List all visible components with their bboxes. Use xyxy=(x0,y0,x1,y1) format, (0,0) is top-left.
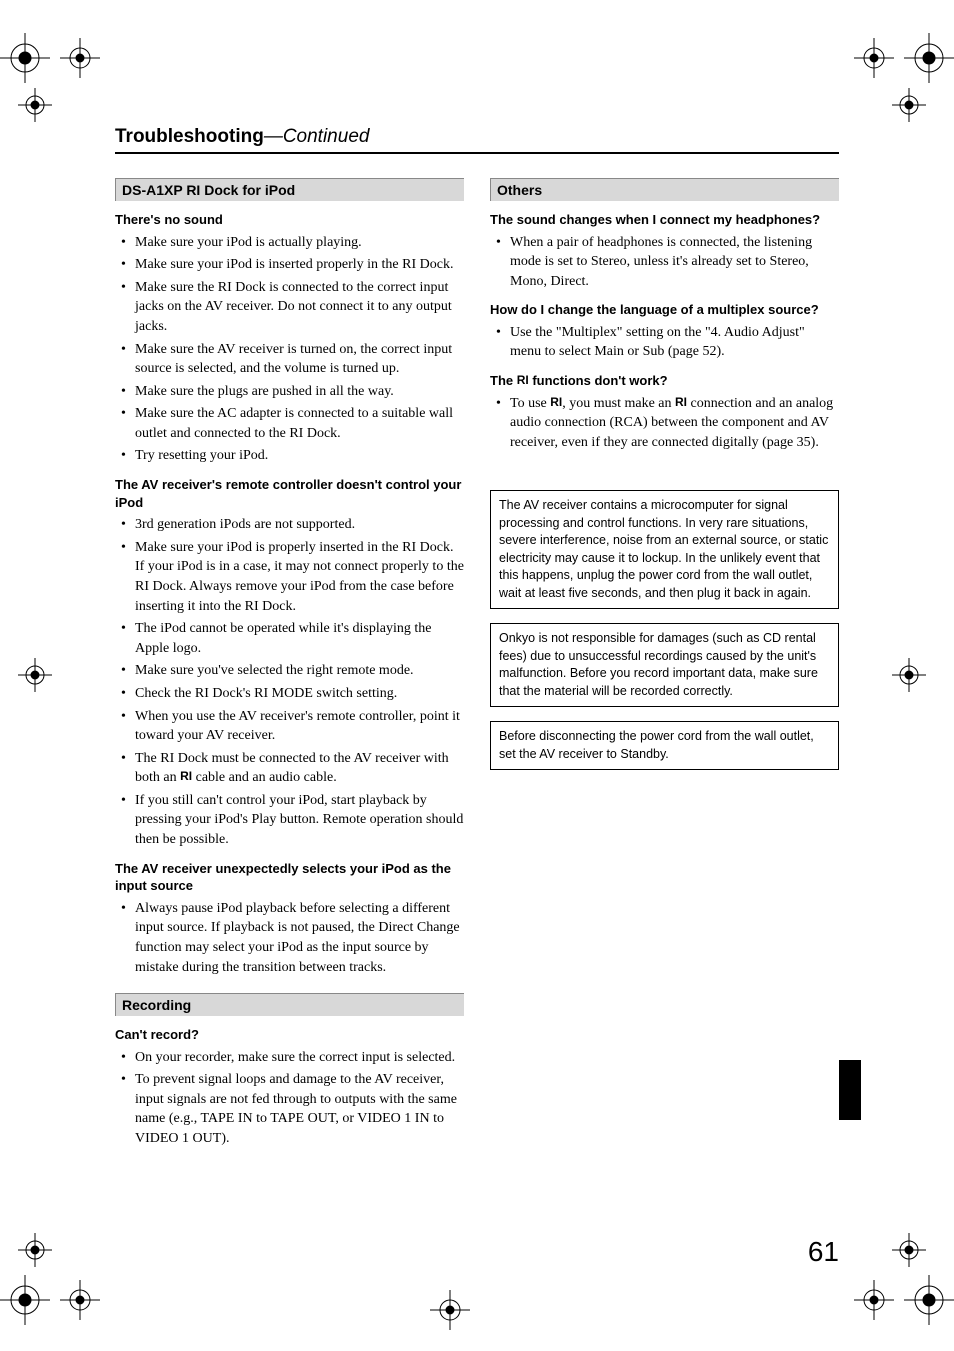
list-item: Make sure you've selected the right remo… xyxy=(115,661,464,681)
ri-icon: RI xyxy=(675,394,687,411)
note-onkyo-liability: Onkyo is not responsible for damages (su… xyxy=(490,623,839,707)
list-remote-no-control: 3rd generation iPods are not supported. … xyxy=(115,515,464,850)
title-main: Troubleshooting xyxy=(115,126,264,147)
subhead-multiplex: How do I change the language of a multip… xyxy=(490,301,839,319)
list-item: When you use the AV receiver's remote co… xyxy=(115,707,464,746)
note-microcomputer: The AV receiver contains a microcomputer… xyxy=(490,490,839,609)
crop-mark-right-lower xyxy=(884,1225,944,1285)
list-item: Make sure the AV receiver is turned on, … xyxy=(115,340,464,379)
list-item: To use RI, you must make an RI connectio… xyxy=(490,394,839,453)
list-item: Try resetting your iPod. xyxy=(115,446,464,466)
left-column: DS-A1XP RI Dock for iPod There's no soun… xyxy=(115,178,464,1153)
columns: DS-A1XP RI Dock for iPod There's no soun… xyxy=(115,178,839,1153)
subhead-ri-functions: The RI functions don't work? xyxy=(490,372,839,390)
list-unexpected-select: Always pause iPod playback before select… xyxy=(115,899,464,977)
subhead-no-sound: There's no sound xyxy=(115,211,464,229)
subhead-remote-no-control: The AV receiver's remote controller does… xyxy=(115,476,464,511)
list-item: The RI Dock must be connected to the AV … xyxy=(115,749,464,788)
crop-mark-bottom-center xyxy=(420,1280,480,1340)
title-continued: —Continued xyxy=(264,126,370,147)
list-item: Use the "Multiplex" setting on the "4. A… xyxy=(490,323,839,362)
list-cant-record: On your recorder, make sure the correct … xyxy=(115,1048,464,1149)
crop-mark-right-upper xyxy=(884,80,944,140)
crop-mark-right-mid xyxy=(884,650,944,710)
subhead-unexpected-select: The AV receiver unexpectedly selects you… xyxy=(115,860,464,895)
ri-icon: RI xyxy=(517,372,529,388)
list-item: If you still can't control your iPod, st… xyxy=(115,791,464,850)
ri-icon: RI xyxy=(550,394,562,411)
list-multiplex: Use the "Multiplex" setting on the "4. A… xyxy=(490,323,839,362)
crop-mark-left-mid xyxy=(10,650,70,710)
crop-mark-left-lower xyxy=(10,1225,70,1285)
list-no-sound: Make sure your iPod is actually playing.… xyxy=(115,233,464,467)
list-item: Make sure the plugs are pushed in all th… xyxy=(115,382,464,402)
crop-mark-bottom-right-outer xyxy=(899,1270,954,1330)
list-item: Check the RI Dock's RI MODE switch setti… xyxy=(115,684,464,704)
subhead-headphones: The sound changes when I connect my head… xyxy=(490,211,839,229)
list-item: On your recorder, make sure the correct … xyxy=(115,1048,464,1068)
list-item: Make sure the AC adapter is connected to… xyxy=(115,404,464,443)
crop-mark-top-right-outer xyxy=(899,28,954,88)
list-item: Make sure your iPod is actually playing. xyxy=(115,233,464,253)
section-others: Others xyxy=(490,178,839,201)
page-number: 61 xyxy=(808,1236,839,1268)
crop-mark-top-left-outer xyxy=(0,28,55,88)
subhead-cant-record: Can't record? xyxy=(115,1026,464,1044)
list-ri-functions: To use RI, you must make an RI connectio… xyxy=(490,394,839,453)
text-fragment: functions don't work? xyxy=(529,373,668,388)
crop-mark-top-right-inner xyxy=(844,28,904,88)
list-headphones: When a pair of headphones is connected, … xyxy=(490,233,839,292)
section-recording: Recording xyxy=(115,993,464,1016)
section-ds-a1xp: DS-A1XP RI Dock for iPod xyxy=(115,178,464,201)
crop-mark-bottom-left-outer xyxy=(0,1270,55,1330)
list-item: The iPod cannot be operated while it's d… xyxy=(115,619,464,658)
page-content: Troubleshooting—Continued DS-A1XP RI Doc… xyxy=(115,126,839,1153)
crop-mark-left-upper xyxy=(10,80,70,140)
text-fragment: The xyxy=(490,373,517,388)
right-column: Others The sound changes when I connect … xyxy=(490,178,839,1153)
list-item: To prevent signal loops and damage to th… xyxy=(115,1070,464,1148)
note-disconnect: Before disconnecting the power cord from… xyxy=(490,721,839,770)
page-title: Troubleshooting—Continued xyxy=(115,126,839,154)
list-item: Always pause iPod playback before select… xyxy=(115,899,464,977)
list-item: 3rd generation iPods are not supported. xyxy=(115,515,464,535)
text-fragment: To use xyxy=(510,396,550,411)
crop-mark-bottom-left-inner xyxy=(50,1270,110,1330)
text-fragment: , you must make an xyxy=(562,396,675,411)
text-fragment: cable and an audio cable. xyxy=(192,770,337,785)
list-item: Make sure your iPod is properly inserted… xyxy=(115,538,464,616)
list-item: Make sure the RI Dock is connected to th… xyxy=(115,278,464,337)
list-item: Make sure your iPod is inserted properly… xyxy=(115,255,464,275)
crop-mark-top-left-inner xyxy=(50,28,110,88)
section-index-tab xyxy=(839,1060,861,1120)
crop-mark-bottom-right-inner xyxy=(844,1270,904,1330)
list-item: When a pair of headphones is connected, … xyxy=(490,233,839,292)
ri-icon: RI xyxy=(180,768,192,785)
